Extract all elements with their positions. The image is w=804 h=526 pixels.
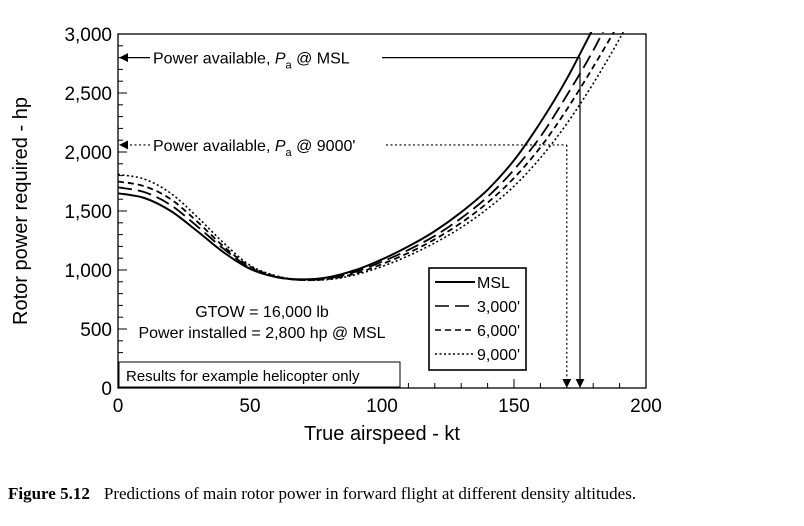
pa-subscript: a: [286, 147, 293, 159]
series-line-0: [117, 32, 593, 281]
rotor-power-chart: 0 50 100 150 200 0 500 1,000 1,500 2,000 2,500 3,00…: [10, 25, 662, 445]
series-line-1: [117, 32, 604, 281]
gtow-text: GTOW = 16,000 lb: [195, 304, 329, 321]
y-tick-label: 2,500: [64, 84, 112, 105]
x-tick-label: 100: [366, 396, 398, 417]
x-tick-label: 200: [630, 396, 662, 417]
pa-label: Power available, Pa @ 9000': [153, 138, 355, 159]
figure-caption: Figure 5.12 Predictions of main rotor pow…: [8, 484, 804, 504]
y-tick-label: 3,000: [64, 25, 112, 46]
pa-symbol: P: [275, 51, 286, 68]
pa-symbol: P: [275, 138, 286, 155]
x-axis-label: True airspeed - kt: [304, 423, 460, 445]
caption-text: Predictions of main rotor power in forwa…: [103, 484, 637, 503]
legend-label-0: MSL: [477, 275, 510, 292]
x-tick-label: 50: [239, 396, 260, 417]
legend-label-3: 9,000': [477, 347, 520, 364]
pa-tail: @ 9000': [292, 138, 356, 155]
note-text: Results for example helicopter only: [126, 368, 360, 385]
x-tick-label: 150: [498, 396, 530, 417]
pa-subscript: a: [286, 60, 293, 72]
note-box: [118, 361, 401, 388]
annotation-pa_msl: Power available, Pa @ MSL: [119, 51, 585, 388]
pa-label: Power available, Pa @ MSL: [153, 51, 350, 72]
pa-label-text: Power available,: [153, 138, 275, 155]
legend-box: [428, 267, 527, 371]
legend-label-2: 6,000': [477, 323, 520, 340]
y-tick-label: 0: [101, 379, 112, 400]
legend-label-1: 3,000': [477, 299, 520, 316]
legend: MSL 3,000' 6,000' 9,000': [428, 267, 527, 371]
caption-number: Figure 5.12: [8, 484, 90, 503]
x-tick-label: 0: [113, 396, 124, 417]
power-installed-text: Power installed = 2,800 hp @ MSL: [138, 325, 385, 342]
y-tick-label: 1,000: [64, 261, 112, 282]
series-line-2: [117, 32, 615, 282]
y-tick-label: 1,500: [64, 202, 112, 223]
y-tick-label: 500: [80, 320, 112, 341]
y-tick-label: 2,000: [64, 143, 112, 164]
pa-label-text: Power available,: [153, 51, 275, 68]
pa-tail: @ MSL: [292, 51, 350, 68]
y-axis-label: Rotor power required - hp: [10, 97, 32, 325]
annotation-pa_9000: Power available, Pa @ 9000': [119, 138, 572, 388]
